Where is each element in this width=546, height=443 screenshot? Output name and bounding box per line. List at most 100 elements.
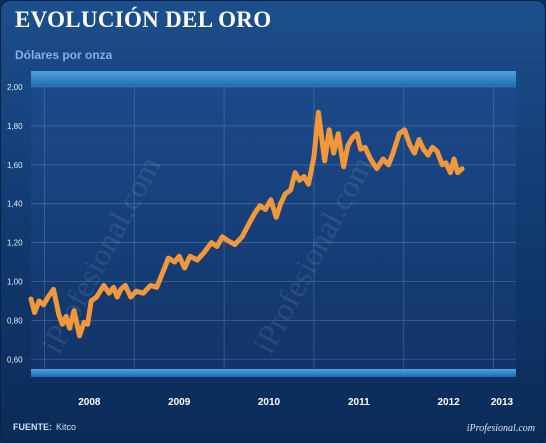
- data-point: [129, 295, 132, 299]
- data-point: [173, 260, 176, 264]
- data-point: [289, 188, 292, 192]
- data-point: [307, 183, 310, 186]
- top-band: [31, 71, 516, 87]
- data-point: [387, 163, 390, 166]
- data-point: [37, 299, 41, 303]
- data-point: [363, 146, 367, 149]
- series-layer: [28, 109, 465, 339]
- data-point: [61, 323, 64, 326]
- data-point: [403, 128, 406, 131]
- data-point: [178, 255, 181, 258]
- data-point: [46, 295, 50, 299]
- data-point: [240, 235, 244, 238]
- data-point: [57, 313, 60, 316]
- data-point: [355, 132, 359, 135]
- data-point: [435, 150, 439, 153]
- data-point: [102, 284, 106, 287]
- data-point: [142, 292, 145, 295]
- data-point: [351, 136, 354, 139]
- data-point: [116, 295, 119, 299]
- data-point: [42, 303, 45, 306]
- data-point: [188, 255, 192, 258]
- y-tick-label: 0,60: [7, 355, 23, 364]
- data-point: [161, 270, 165, 273]
- data-point: [312, 155, 316, 159]
- x-tick-label: 2010: [258, 397, 281, 408]
- data-point: [279, 202, 282, 205]
- data-point: [431, 146, 434, 149]
- data-point: [391, 151, 395, 155]
- data-point: [449, 171, 452, 174]
- data-point: [398, 132, 401, 135]
- source-value: Kitco: [56, 422, 77, 432]
- y-tick-label: 1,60: [7, 161, 23, 170]
- data-point: [196, 258, 199, 262]
- x-tick-label: 2009: [168, 397, 191, 408]
- data-point: [408, 144, 412, 147]
- data-point: [119, 288, 123, 291]
- data-point: [215, 245, 219, 248]
- data-point: [82, 321, 86, 324]
- data-point: [269, 198, 272, 201]
- data-point: [258, 204, 262, 207]
- bottom-band: [31, 369, 516, 377]
- data-point: [64, 315, 68, 318]
- data-point: [210, 241, 213, 244]
- data-point: [29, 297, 33, 301]
- data-point: [328, 128, 331, 131]
- data-point: [167, 256, 170, 260]
- y-tick-label: 2,00: [7, 83, 23, 92]
- data-point: [68, 327, 71, 330]
- data-point: [413, 151, 416, 155]
- y-tick-label: 1,40: [7, 200, 23, 209]
- data-point: [332, 151, 335, 155]
- data-point: [293, 171, 297, 174]
- data-point: [452, 157, 456, 161]
- data-point: [369, 157, 372, 161]
- data-point: [72, 309, 76, 312]
- data-point: [298, 179, 301, 182]
- data-point: [149, 284, 152, 287]
- data-point: [112, 286, 115, 289]
- y-tick-label: 1,20: [7, 239, 23, 248]
- data-point: [264, 208, 267, 211]
- plot-area: [31, 87, 516, 369]
- data-point: [275, 216, 278, 219]
- data-point: [302, 175, 306, 178]
- data-point: [248, 221, 251, 225]
- data-point: [284, 192, 287, 196]
- x-axis-ticks: 2008 2009 2010 2011 2012 2013: [78, 397, 513, 408]
- y-axis-ticks: 2,00 1,80 1,60 1,40 1,20 1,00 0,80 0,60: [7, 83, 23, 364]
- data-point: [155, 286, 158, 289]
- data-point: [226, 239, 229, 242]
- data-point: [359, 148, 362, 151]
- page-title: EVOLUCIÓN DEL ORO: [15, 7, 272, 32]
- data-point: [337, 132, 340, 135]
- data-point: [426, 153, 430, 157]
- y-tick-label: 0,80: [7, 316, 23, 325]
- y-tick-label: 1,80: [7, 122, 23, 131]
- brand-logo-text: iProfesional.com: [466, 423, 535, 434]
- y-tick-label: 1,00: [7, 277, 23, 286]
- data-point: [90, 299, 93, 303]
- data-point: [456, 171, 459, 174]
- data-point: [253, 212, 256, 215]
- data-point: [183, 266, 186, 270]
- data-point: [124, 284, 127, 287]
- y-axis-unit-label: Dólares por onza: [15, 48, 113, 62]
- x-tick-label: 2013: [491, 397, 514, 408]
- data-point: [441, 163, 444, 166]
- data-point: [381, 157, 385, 161]
- data-point: [342, 165, 345, 168]
- source-label: FUENTE:: [13, 422, 52, 432]
- x-tick-label: 2012: [438, 397, 461, 408]
- data-point: [203, 251, 206, 254]
- data-point: [78, 334, 81, 338]
- data-point: [417, 138, 421, 141]
- data-point: [444, 161, 448, 164]
- data-point: [317, 111, 320, 114]
- data-point: [52, 288, 55, 291]
- x-tick-label: 2008: [78, 397, 101, 408]
